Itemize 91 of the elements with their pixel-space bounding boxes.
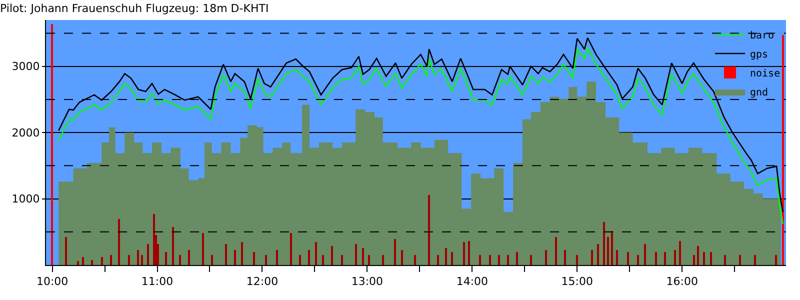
x-tick-label: 13:00 — [351, 275, 384, 288]
bar — [308, 250, 310, 265]
bar — [276, 250, 278, 265]
bar — [468, 241, 470, 265]
bar — [315, 242, 317, 265]
bar — [530, 255, 532, 265]
bar — [607, 237, 609, 265]
bar — [82, 257, 84, 265]
bar — [545, 250, 547, 265]
bar — [498, 255, 500, 265]
bar — [172, 227, 174, 265]
bar — [188, 250, 190, 265]
bar — [362, 248, 364, 265]
bar — [445, 248, 447, 265]
bar — [655, 252, 657, 265]
bar — [394, 239, 396, 265]
y-tick-label: 2000 — [12, 126, 40, 140]
bar — [616, 250, 618, 265]
bar — [414, 255, 416, 265]
x-tick-label: 12:00 — [246, 275, 278, 288]
bar — [782, 35, 784, 265]
bar — [664, 252, 666, 265]
bar — [739, 255, 741, 265]
bar — [211, 255, 213, 265]
bar — [463, 242, 465, 265]
bar — [555, 237, 557, 265]
bar — [290, 233, 292, 265]
chart-title: Pilot: Johann Frauenschuh Flugzeug: 18m D-KHTI — [0, 2, 269, 16]
bar — [118, 219, 120, 265]
bar — [265, 255, 267, 265]
bar — [101, 257, 103, 265]
bar — [507, 255, 509, 265]
bar — [299, 255, 301, 265]
bar — [341, 255, 343, 265]
bar — [703, 252, 705, 265]
legend-label: noise — [750, 68, 780, 80]
bar — [110, 255, 112, 265]
legend-label: gnd — [750, 87, 768, 98]
bar — [141, 255, 143, 265]
bar — [516, 252, 518, 265]
bar — [428, 195, 430, 265]
bar — [234, 250, 236, 265]
bar — [153, 214, 155, 265]
bar — [611, 231, 613, 265]
bar — [710, 252, 712, 265]
bar — [627, 252, 629, 265]
bar — [697, 246, 699, 265]
bar — [147, 244, 149, 265]
legend-label: gps — [750, 49, 768, 60]
x-tick-label: 11:00 — [141, 275, 174, 288]
bar — [202, 233, 204, 265]
bar — [179, 255, 181, 265]
bar — [437, 255, 439, 265]
bar — [591, 250, 593, 265]
x-tick-label: 16:00 — [666, 275, 698, 288]
bar — [91, 260, 93, 265]
bar — [679, 241, 681, 265]
bar — [451, 252, 453, 265]
bar — [644, 244, 646, 265]
bar — [382, 255, 384, 265]
x-tick-label: 14:00 — [456, 275, 488, 288]
bar — [693, 255, 695, 265]
bar — [322, 255, 324, 265]
bar — [637, 255, 639, 265]
x-tick-label: 10:00 — [36, 275, 68, 288]
bar — [576, 255, 578, 265]
y-tick-label: 3000 — [12, 60, 40, 74]
bar — [128, 255, 130, 265]
bar — [368, 255, 370, 265]
bar — [597, 244, 599, 265]
bar — [137, 250, 139, 265]
bar — [51, 24, 53, 265]
bar — [775, 255, 777, 265]
bar — [479, 255, 481, 265]
bar — [241, 242, 243, 265]
bar — [674, 250, 676, 265]
y-tick-label: 1000 — [12, 192, 40, 206]
bar — [489, 255, 491, 265]
bar — [603, 222, 605, 265]
bar — [253, 252, 255, 265]
bar — [165, 252, 167, 265]
x-tick-label: 15:00 — [561, 275, 593, 288]
bar — [65, 237, 67, 265]
bar — [331, 246, 333, 265]
bar — [564, 250, 566, 265]
bar — [77, 261, 79, 265]
bar — [225, 244, 227, 265]
bar — [754, 255, 756, 265]
bar — [724, 255, 726, 265]
bar — [401, 250, 403, 265]
bar — [355, 244, 357, 265]
